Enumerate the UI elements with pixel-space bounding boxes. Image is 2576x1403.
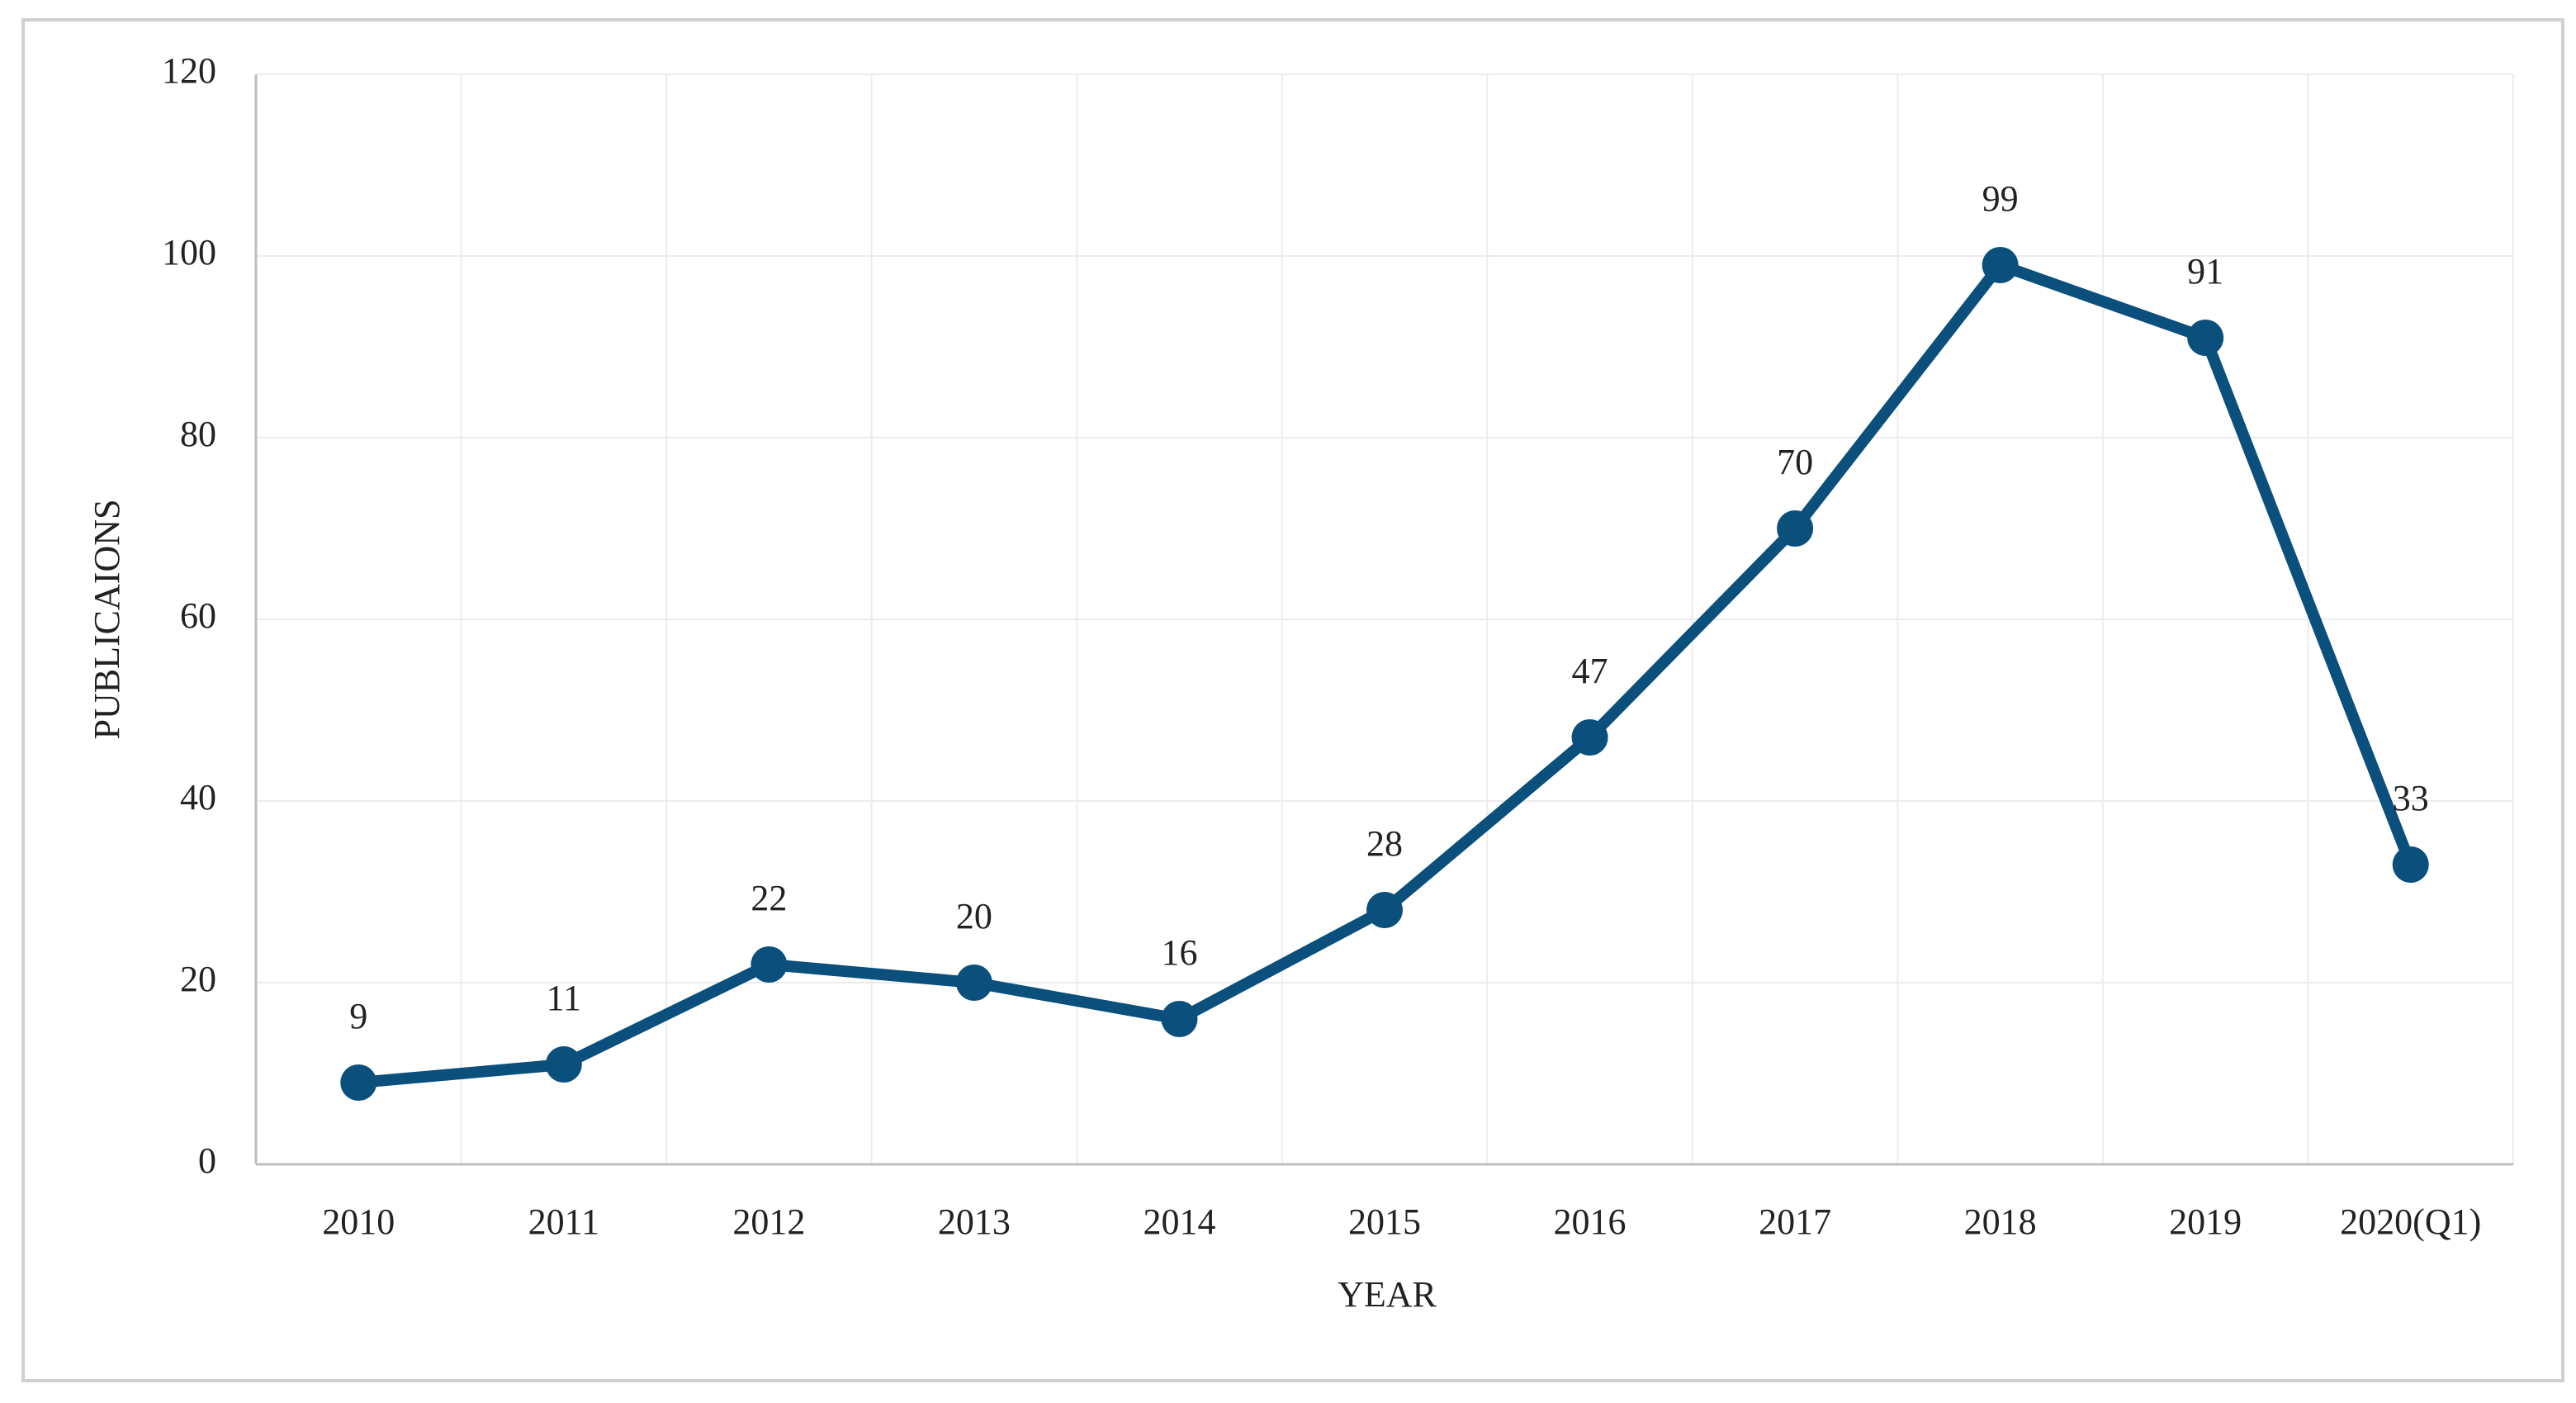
x-tick-label: 2015 <box>1348 1202 1421 1242</box>
data-label: 9 <box>349 996 367 1036</box>
y-tick-label: 80 <box>180 414 216 454</box>
data-label: 70 <box>1777 442 1813 482</box>
data-point <box>1161 1001 1198 1037</box>
x-tick-label: 2017 <box>1759 1202 1831 1242</box>
x-axis-title: YEAR <box>1338 1274 1437 1315</box>
data-point <box>955 965 992 1001</box>
data-point <box>545 1046 582 1083</box>
y-tick-label: 20 <box>180 959 216 999</box>
data-point <box>1366 892 1403 928</box>
data-label: 22 <box>751 878 787 918</box>
x-tick-label: 2020(Q1) <box>2340 1202 2481 1242</box>
data-label: 33 <box>2393 778 2429 818</box>
x-tick-label: 2019 <box>2169 1202 2242 1242</box>
data-label: 47 <box>1572 651 1608 691</box>
y-tick-label: 120 <box>162 50 216 91</box>
x-tick-label: 2010 <box>322 1202 395 1242</box>
y-axis-title: PUBLICAIONS <box>87 500 127 740</box>
data-point <box>1777 510 1814 547</box>
data-point <box>2187 320 2224 356</box>
x-tick-label: 2012 <box>732 1202 805 1242</box>
x-tick-label: 2016 <box>1554 1202 1627 1242</box>
data-point <box>2392 846 2429 883</box>
data-label: 16 <box>1161 932 1197 973</box>
y-tick-label: 0 <box>198 1140 216 1181</box>
data-label: 11 <box>547 978 581 1018</box>
y-tick-label: 60 <box>180 595 216 636</box>
y-tick-label: 40 <box>180 777 216 818</box>
y-tick-label: 100 <box>162 232 216 273</box>
data-point <box>1571 719 1608 756</box>
chart-frame <box>21 18 2564 1382</box>
data-label: 91 <box>2187 251 2223 292</box>
data-label: 99 <box>1982 178 2019 219</box>
x-tick-label: 2011 <box>528 1202 599 1242</box>
data-label: 28 <box>1366 823 1403 864</box>
data-point <box>751 946 788 983</box>
x-tick-label: 2018 <box>1964 1202 2037 1242</box>
data-point <box>340 1064 377 1101</box>
data-label: 20 <box>956 896 992 936</box>
data-point <box>1982 247 2019 283</box>
x-tick-label: 2013 <box>938 1202 1011 1242</box>
x-tick-label: 2014 <box>1143 1202 1215 1242</box>
